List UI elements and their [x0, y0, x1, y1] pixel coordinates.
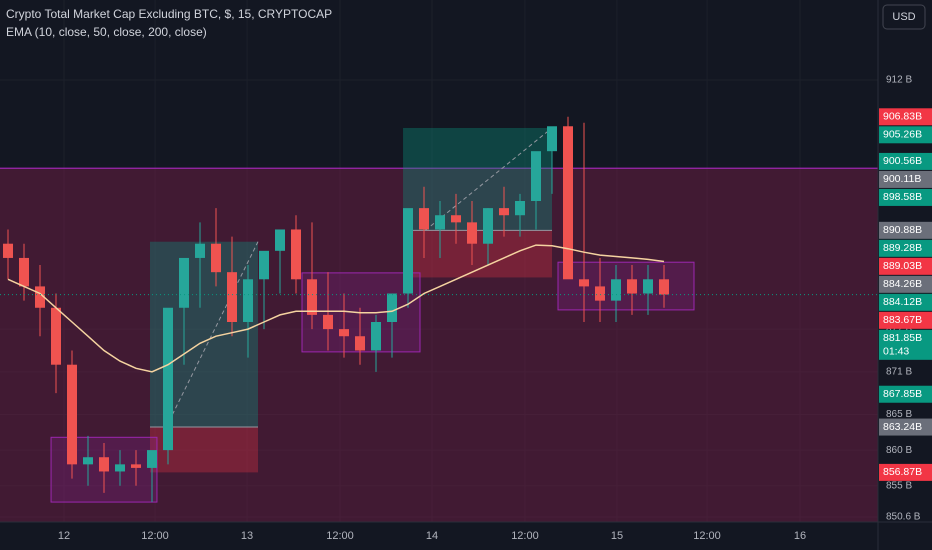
- ema-line: [7, 244, 665, 373]
- candle-body: [115, 464, 125, 472]
- price-badge-label: 856.87B: [883, 466, 922, 478]
- range-box: [557, 261, 695, 311]
- price-badge: [879, 108, 932, 126]
- candle-body: [403, 208, 413, 294]
- price-badge-label: 889.03B: [883, 260, 922, 272]
- price-badge: [879, 170, 932, 188]
- candle-body: [483, 208, 493, 244]
- candle-body: [227, 272, 237, 322]
- x-tick-label: 15: [611, 530, 623, 542]
- candle-body: [275, 229, 285, 251]
- candle-body: [387, 293, 397, 322]
- price-badge-label: 900.11B: [883, 173, 921, 185]
- price-badge: [879, 418, 932, 436]
- candle-body: [659, 279, 669, 295]
- price-badge: [879, 152, 932, 170]
- candle-body: [611, 279, 621, 301]
- x-tick-label: 13: [241, 530, 253, 542]
- countdown-label: 01:43: [883, 346, 909, 358]
- candle-body: [499, 208, 509, 216]
- price-badge: [879, 239, 932, 257]
- candle-body: [371, 321, 381, 351]
- candle-body: [515, 200, 525, 216]
- candle-body: [259, 250, 269, 280]
- y-tick-label: 855 B: [886, 480, 912, 491]
- x-tick-label: 12:00: [326, 530, 354, 542]
- candle-body: [211, 243, 221, 273]
- candle-body: [595, 286, 605, 301]
- y-tick-label: 860 B: [886, 445, 912, 456]
- currency-button[interactable]: [882, 4, 926, 30]
- price-badge: [879, 385, 932, 403]
- candle-body: [291, 229, 301, 280]
- price-badge: [879, 463, 932, 481]
- candle-body: [323, 314, 333, 330]
- x-tick-label: 12:00: [693, 530, 721, 542]
- price-badge-label: 900.56B: [883, 155, 922, 167]
- y-tick-label: 877 B: [886, 324, 912, 335]
- price-badge-label: 898.58B: [883, 191, 922, 203]
- price-badge-label: 867.85B: [883, 388, 922, 400]
- candle-body: [3, 243, 13, 258]
- price-badge-label: 881.85B: [883, 332, 922, 344]
- x-tick-label: 14: [426, 530, 438, 542]
- price-badge: [879, 126, 932, 144]
- y-tick-label: 871 B: [886, 366, 912, 377]
- candle-body: [579, 279, 589, 287]
- price-badge: [879, 275, 932, 293]
- candle-body: [643, 279, 653, 294]
- candle-body: [547, 126, 557, 152]
- price-badge: [879, 221, 932, 239]
- candle-body: [467, 222, 477, 244]
- candle-body: [35, 286, 45, 308]
- candle-body: [451, 215, 461, 223]
- price-badge-label: 884.12B: [883, 296, 922, 308]
- candle-body: [435, 215, 445, 230]
- price-badge-label: 884.26B: [883, 278, 922, 290]
- price-badge-label: 905.26B: [883, 129, 922, 141]
- candle-body: [179, 257, 189, 308]
- price-badge: [879, 329, 932, 360]
- candle-body: [67, 364, 77, 465]
- candle-body: [99, 457, 109, 472]
- candle-body: [163, 307, 173, 451]
- plot-area: [0, 116, 878, 522]
- x-tick-label: 12: [58, 530, 70, 542]
- symbol-title: Crypto Total Market Cap Excluding BTC, $…: [6, 7, 332, 21]
- candle-body: [243, 279, 253, 322]
- candle-body: [19, 257, 29, 287]
- y-tick-label: 865 B: [886, 409, 912, 420]
- price-badge: [879, 257, 932, 275]
- x-tick-label: 12:00: [511, 530, 539, 542]
- price-badge-label: 906.83B: [883, 111, 922, 123]
- price-badge-label: 889.28B: [883, 242, 922, 254]
- indicator-legend: EMA (10, close, 50, close, 200, close): [6, 25, 207, 39]
- candle-body: [51, 307, 61, 365]
- price-badge-label: 890.88B: [883, 224, 922, 236]
- candle-body: [307, 279, 317, 315]
- y-tick-label: 912 B: [886, 75, 912, 86]
- candle-body: [531, 151, 541, 201]
- candle-body: [339, 329, 349, 337]
- price-badge: [879, 311, 932, 329]
- price-badge: [879, 293, 932, 311]
- price-badge-label: 863.24B: [883, 421, 922, 433]
- x-tick-label: 12:00: [141, 530, 169, 542]
- candle-body: [83, 457, 93, 465]
- candle-body: [419, 208, 429, 230]
- candle-body: [563, 126, 573, 280]
- y-tick-label: 850.6 B: [886, 512, 921, 523]
- candle-body: [147, 450, 157, 468]
- candle-body: [627, 279, 637, 294]
- price-badge: [879, 188, 932, 206]
- candle-body: [131, 464, 141, 468]
- price-badge-label: 883.67B: [883, 314, 922, 326]
- candle-body: [195, 243, 205, 258]
- currency-label: USD: [892, 11, 915, 23]
- x-tick-label: 16: [794, 530, 806, 542]
- candle-body: [355, 336, 365, 351]
- position-path: [425, 127, 553, 231]
